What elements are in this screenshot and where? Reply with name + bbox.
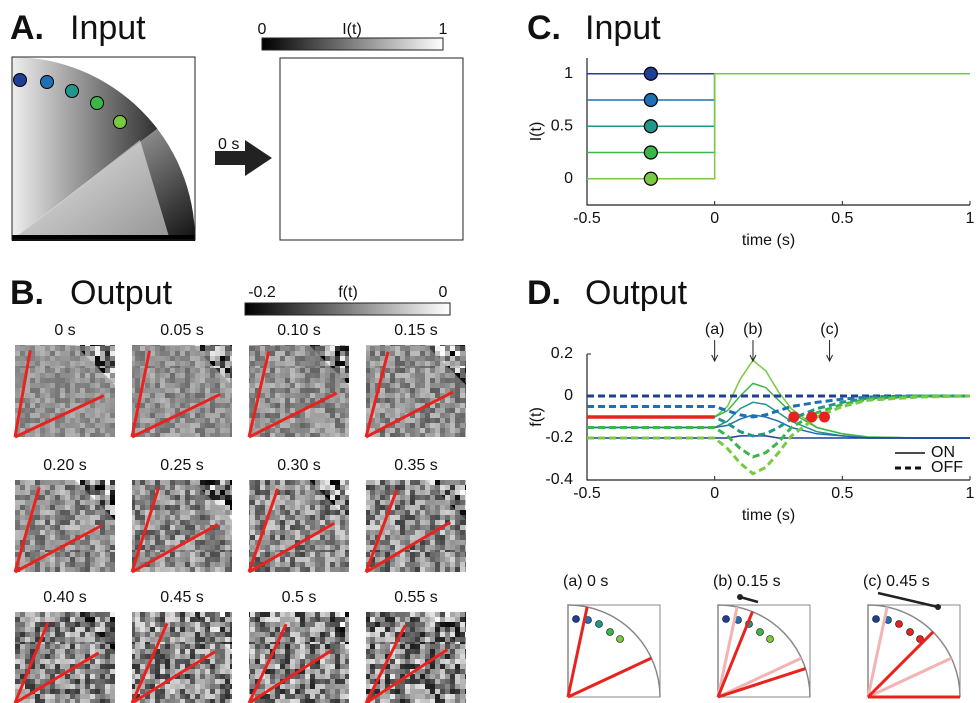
- marker: [644, 120, 657, 133]
- inset-dot: [873, 616, 880, 623]
- dot: [41, 76, 54, 89]
- x-tick-label: 1: [966, 485, 975, 502]
- inset-dot: [767, 636, 774, 643]
- dot: [14, 74, 27, 87]
- y-tick-label: 1: [564, 65, 573, 82]
- y-tick-label: 0.5: [551, 117, 573, 134]
- point: [806, 412, 817, 423]
- panel-label: B.: [10, 274, 44, 312]
- panel-title: Output: [70, 274, 173, 312]
- inset-label: (b) 0.15 s: [713, 573, 781, 590]
- marker: [644, 67, 657, 80]
- inset-dot: [573, 616, 580, 623]
- y-tick-label: -0.4: [545, 471, 573, 488]
- y-tick-label: 0: [564, 170, 573, 187]
- panel-label: A.: [10, 9, 44, 47]
- annotation: (b): [743, 321, 763, 338]
- inset-frame: [568, 605, 660, 697]
- dot: [91, 97, 104, 110]
- inset-label: (c) 0.45 s: [863, 573, 930, 590]
- colorbar-max: 0: [439, 284, 448, 301]
- colorbar: [262, 38, 443, 50]
- marker: [644, 146, 657, 159]
- x-tick-label: 0.5: [831, 485, 853, 502]
- inset-dot: [907, 629, 914, 636]
- panel-label: D.: [527, 274, 561, 312]
- arrow-label: 0 s: [218, 136, 239, 153]
- frame-label: 0.10 s: [277, 322, 321, 339]
- frame-label: 0.40 s: [43, 589, 87, 606]
- line: [587, 74, 970, 100]
- x-tick-label: 0.5: [831, 210, 853, 227]
- motion-arrow-head: [935, 604, 941, 610]
- colorbar-min: 0: [258, 21, 267, 38]
- y-tick-label: 0.2: [551, 345, 573, 362]
- frame-label: 0.25 s: [160, 457, 204, 474]
- y-tick-label: 0: [564, 387, 573, 404]
- y-axis-label: f(t): [528, 407, 545, 427]
- frame-label: 0 s: [54, 322, 75, 339]
- frame-label: 0.05 s: [160, 322, 204, 339]
- legend-label: OFF: [931, 459, 963, 476]
- x-tick-label: 1: [966, 210, 975, 227]
- inset-dot: [617, 636, 624, 643]
- panel-title: Output: [585, 274, 688, 312]
- x-tick-label: 0: [710, 210, 719, 227]
- colorbar: [245, 303, 450, 315]
- colorbar-label: I(t): [342, 21, 362, 38]
- x-tick-label: 0: [710, 485, 719, 502]
- inset-dot: [723, 616, 730, 623]
- point: [788, 412, 799, 423]
- axes: [587, 58, 970, 205]
- dot: [114, 116, 127, 129]
- y-axis-label: I(t): [528, 122, 545, 142]
- blank-image: [280, 58, 463, 240]
- panel-title: Input: [585, 9, 661, 47]
- frame-label: 0.5 s: [282, 589, 317, 606]
- annotation: (a): [705, 321, 725, 338]
- line: [587, 74, 970, 153]
- marker: [644, 172, 657, 185]
- figure: A. Input 0 s 0 1 I(t) B. Output -0.2 0 f…: [0, 0, 980, 703]
- colorbar-max: 1: [439, 21, 448, 38]
- inset-dot: [757, 629, 764, 636]
- inset-dot: [607, 629, 614, 636]
- x-tick-label: -0.5: [573, 485, 601, 502]
- colorbar-label: f(t): [338, 284, 358, 301]
- input-image: [12, 57, 195, 240]
- inset-label: (a) 0 s: [563, 573, 608, 590]
- annotation: (c): [820, 321, 839, 338]
- y-tick-label: -0.2: [545, 429, 573, 446]
- x-axis-label: time (s): [742, 232, 795, 249]
- x-tick-label: -0.5: [573, 210, 601, 227]
- frame-label: 0.55 s: [394, 589, 438, 606]
- dot: [66, 85, 79, 98]
- point: [819, 412, 830, 423]
- x-axis-label: time (s): [742, 507, 795, 524]
- frame-label: 0.20 s: [43, 457, 87, 474]
- marker: [644, 94, 657, 107]
- inset-dot: [596, 621, 603, 628]
- colorbar-min: -0.2: [248, 284, 276, 301]
- frame-label: 0.35 s: [394, 457, 438, 474]
- panel-label: C.: [527, 9, 561, 47]
- panel-title: Input: [70, 9, 146, 47]
- inset-dot: [896, 621, 903, 628]
- frame-label: 0.15 s: [394, 322, 438, 339]
- motion-arrow-head: [737, 594, 743, 600]
- frame-label: 0.30 s: [277, 457, 321, 474]
- frame-label: 0.45 s: [160, 589, 204, 606]
